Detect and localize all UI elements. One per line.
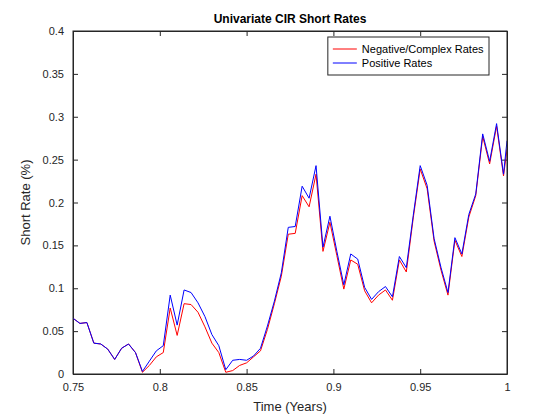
tick-mark: [73, 160, 78, 161]
tick-label: 0.8: [153, 381, 168, 393]
tick: [333, 31, 334, 36]
tick-label: 0.4: [49, 25, 64, 37]
tick-label: 0.9: [326, 381, 341, 393]
tick-label: 0: [58, 368, 64, 380]
tick-mark: [73, 288, 78, 289]
tick-mark: [502, 331, 507, 332]
tick-label: 1: [504, 381, 510, 393]
tick-label: 0.15: [43, 239, 64, 251]
tick-label: 0.2: [49, 197, 64, 209]
tick-mark: [73, 74, 78, 75]
tick-mark: [73, 117, 78, 118]
plot-background: [73, 31, 507, 374]
tick: 0.95: [410, 369, 431, 393]
legend-label: Negative/Complex Rates: [362, 43, 484, 55]
legend-swatch: [333, 49, 357, 50]
tick: [502, 203, 507, 204]
legend-swatch: [333, 63, 357, 64]
x-axis: 0.75 0.8 0.85 0.9 0.95 1: [63, 369, 511, 393]
tick-mark: [333, 31, 334, 36]
tick-mark: [420, 369, 421, 374]
tick-mark: [73, 331, 78, 332]
tick: [502, 245, 507, 246]
tick-mark: [333, 369, 334, 374]
series-group: [73, 124, 507, 373]
tick: [247, 31, 248, 36]
tick-mark: [502, 74, 507, 75]
plot-frame: [73, 31, 507, 374]
tick: 0.1: [49, 282, 78, 294]
tick-label: 0.95: [410, 381, 431, 393]
tick-label: 0.75: [63, 381, 84, 393]
tick-mark: [502, 117, 507, 118]
legend-item: Negative/Complex Rates: [333, 43, 484, 55]
chart: 0.75 0.8 0.85 0.9 0.95 1 0 0.05 0.1 0.15 0.2 0.25 0.…: [0, 0, 560, 420]
x-axis-top: [74, 31, 508, 36]
tick: [502, 74, 507, 75]
tick: 0.2: [49, 197, 78, 209]
x-axis-title: Time (Years): [253, 399, 326, 414]
tick: 0.9: [326, 369, 341, 393]
tick-mark: [502, 245, 507, 246]
y-axis-title: Short Rate (%): [18, 160, 33, 246]
tick: [502, 288, 507, 289]
axes: 0.75 0.8 0.85 0.9 0.95 1 0 0.05 0.1 0.15 0.2 0.25 0.…: [43, 25, 511, 393]
legend-item: Positive Rates: [333, 57, 433, 69]
line: [73, 124, 507, 372]
tick-label: 0.3: [49, 111, 64, 123]
tick-mark: [160, 369, 161, 374]
tick: 0.85: [236, 369, 257, 393]
tick-label: 0.1: [49, 282, 64, 294]
line: [73, 126, 507, 372]
tick-mark: [502, 288, 507, 289]
tick-mark: [247, 369, 248, 374]
tick: 0.8: [153, 369, 168, 393]
tick-mark: [160, 31, 161, 36]
legend-box: [328, 37, 489, 75]
tick-mark: [502, 203, 507, 204]
legend-label: Positive Rates: [362, 57, 433, 69]
tick-mark: [247, 31, 248, 36]
tick: [502, 117, 507, 118]
tick: [420, 31, 421, 36]
tick: 0.3: [49, 111, 78, 123]
tick: [160, 31, 161, 36]
title: Univariate CIR Short Rates: [214, 12, 367, 26]
tick-mark: [73, 203, 78, 204]
tick-label: 0.05: [43, 325, 64, 337]
tick: [502, 331, 507, 332]
tick-mark: [73, 245, 78, 246]
tick-label: 0.35: [43, 68, 64, 80]
legend: Negative/Complex Rates Positive Rates: [328, 37, 489, 75]
tick-label: 0.25: [43, 154, 64, 166]
tick-mark: [420, 31, 421, 36]
tick-label: 0.85: [236, 381, 257, 393]
